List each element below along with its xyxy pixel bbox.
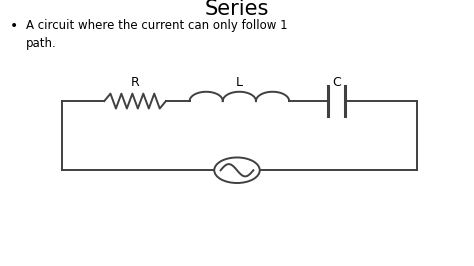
- Text: Series: Series: [205, 0, 269, 19]
- Text: R: R: [131, 76, 139, 89]
- Text: L: L: [236, 76, 243, 89]
- Text: path.: path.: [26, 37, 57, 50]
- Text: C: C: [332, 76, 341, 89]
- Text: •: •: [9, 19, 18, 33]
- Text: A circuit where the current can only follow 1: A circuit where the current can only fol…: [26, 19, 288, 32]
